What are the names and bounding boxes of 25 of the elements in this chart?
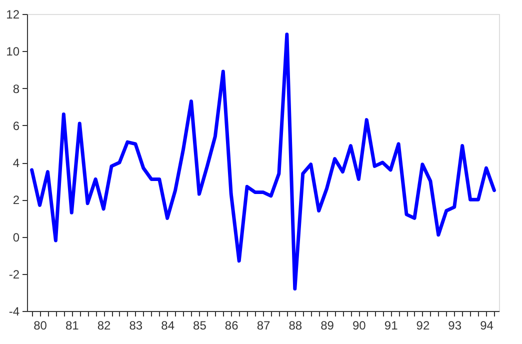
x-tick-label: 82	[97, 318, 112, 332]
line-series	[30, 32, 496, 290]
y-tick-label: -2	[8, 267, 20, 282]
y-tick-label: 2	[12, 193, 20, 208]
y-tick-label: 0	[12, 230, 20, 244]
x-tick-label: 80	[34, 318, 48, 332]
x-tick-label: 91	[384, 318, 398, 332]
y-tick-label: 8	[12, 82, 20, 96]
x-tick-label: 85	[193, 318, 207, 332]
x-tick-label: 94	[480, 318, 494, 332]
y-tick-label: 4	[12, 156, 20, 170]
x-tick-label: 89	[320, 318, 334, 332]
x-tick-label: 93	[448, 318, 462, 332]
y-tick-label: 12	[6, 8, 20, 22]
x-tick-label: 83	[129, 318, 143, 332]
y-tick-label: 10	[6, 44, 20, 59]
y-tick-label: 6	[12, 118, 20, 133]
x-tick-label: 86	[224, 318, 239, 332]
x-tick-label: 88	[288, 318, 302, 332]
x-tick-label: 92	[416, 318, 430, 332]
x-tick-label: 87	[256, 318, 270, 332]
x-tick-label: 84	[161, 318, 175, 332]
x-tick-label: 81	[65, 318, 80, 332]
y-tick-label: -4	[8, 304, 20, 318]
x-tick-label: 90	[352, 318, 366, 332]
